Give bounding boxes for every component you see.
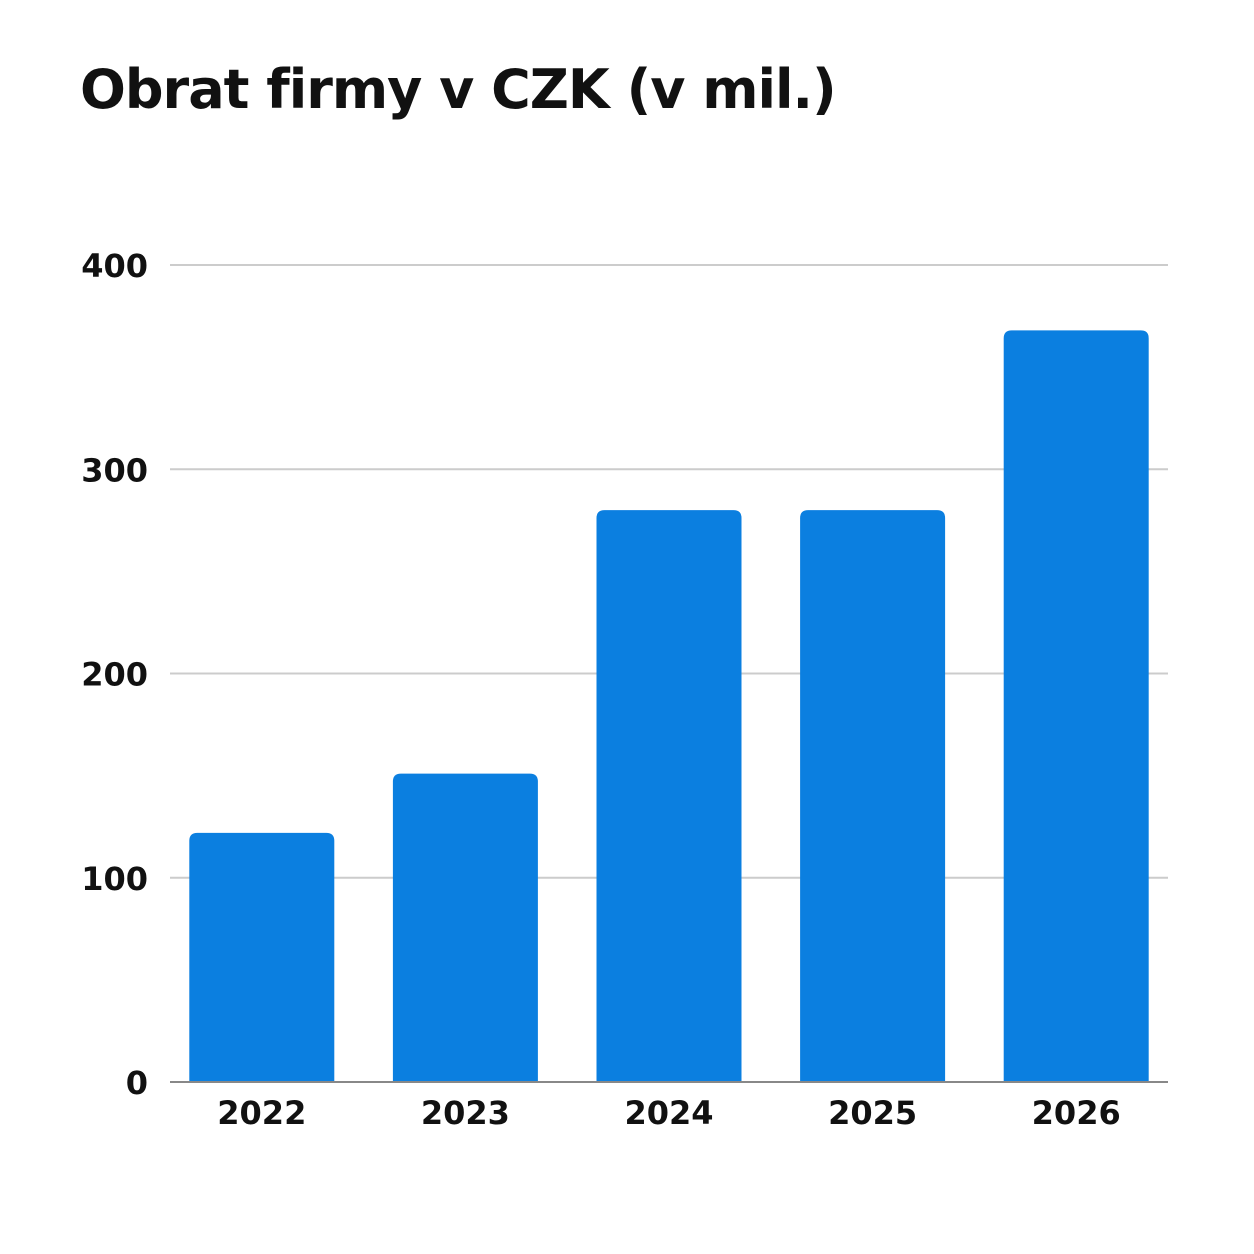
y-tick-label: 0: [126, 1064, 148, 1102]
x-tick-label: 2024: [624, 1094, 713, 1132]
x-tick-label: 2026: [1032, 1094, 1121, 1132]
bar-2026: [1003, 330, 1149, 1082]
bars: [189, 330, 1149, 1083]
chart-title: Obrat firmy v CZK (v mil.): [80, 58, 837, 121]
x-tick-label: 2022: [217, 1094, 306, 1132]
x-tick-label: 2023: [421, 1094, 510, 1132]
x-tick-label: 2025: [828, 1094, 917, 1132]
x-axis-ticks: 2022 2023 2024 2025 2026: [217, 1094, 1120, 1132]
y-tick-label: 100: [81, 860, 148, 898]
y-tick-label: 200: [81, 656, 148, 694]
y-axis-ticks: 0 100 200 300 400: [81, 247, 148, 1102]
bar-2025: [800, 510, 946, 1083]
y-tick-label: 300: [81, 451, 148, 489]
bar-2023: [392, 773, 538, 1082]
bar-2024: [596, 510, 742, 1083]
y-tick-label: 400: [81, 247, 148, 285]
bar-2022: [189, 832, 335, 1082]
